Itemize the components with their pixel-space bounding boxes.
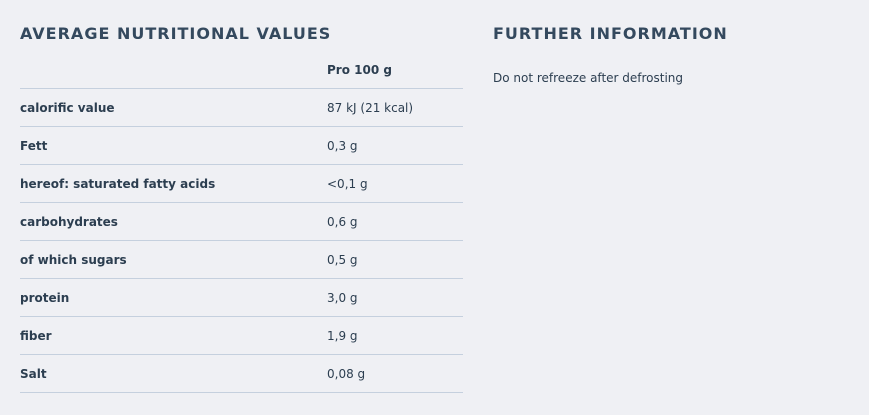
table-row: Fett 0,3 g <box>20 126 463 165</box>
section-title: FURTHER INFORMATION <box>493 24 728 43</box>
label-cell: protein <box>20 278 327 317</box>
value-cell: 0,5 g <box>327 240 463 279</box>
header-cell <box>20 51 327 89</box>
value-cell: 3,0 g <box>327 278 463 317</box>
label-cell: carbohydrates <box>20 202 327 241</box>
label-cell: Fett <box>20 126 327 165</box>
table-row: of which sugars 0,5 g <box>20 240 463 279</box>
value-cell: 0,6 g <box>327 202 463 241</box>
info-text: Do not refreeze after defrosting <box>493 71 684 85</box>
label-cell: of which sugars <box>20 240 327 279</box>
table-row: protein 3,0 g <box>20 278 463 317</box>
value-cell: 1,9 g <box>327 316 463 355</box>
label-cell: Salt <box>20 354 327 393</box>
section-title: AVERAGE NUTRITIONAL VALUES <box>20 24 332 43</box>
header-row: Pro 100 g <box>20 51 463 89</box>
value-cell: 87 kJ (21 kcal) <box>327 88 463 127</box>
table-row: hereof: saturated fatty acids <0,1 g <box>20 164 463 203</box>
label-cell: fiber <box>20 316 327 355</box>
value-cell: 0,08 g <box>327 354 463 393</box>
table-body: Pro 100 g calorific value 87 kJ (21 kcal)… <box>20 51 463 393</box>
value-cell: <0,1 g <box>327 164 463 203</box>
table-row: Salt 0,08 g <box>20 354 463 393</box>
label-cell: hereof: saturated fatty acids <box>20 164 327 203</box>
label-cell: calorific value <box>20 88 327 127</box>
header-cell: Pro 100 g <box>327 51 463 89</box>
table-row: carbohydrates 0,6 g <box>20 202 463 241</box>
table-row: fiber 1,9 g <box>20 316 463 355</box>
table-row: calorific value 87 kJ (21 kcal) <box>20 88 463 127</box>
value-cell: 0,3 g <box>327 126 463 165</box>
nutrition-table: Pro 100 g calorific value 87 kJ (21 kcal)… <box>20 51 463 393</box>
